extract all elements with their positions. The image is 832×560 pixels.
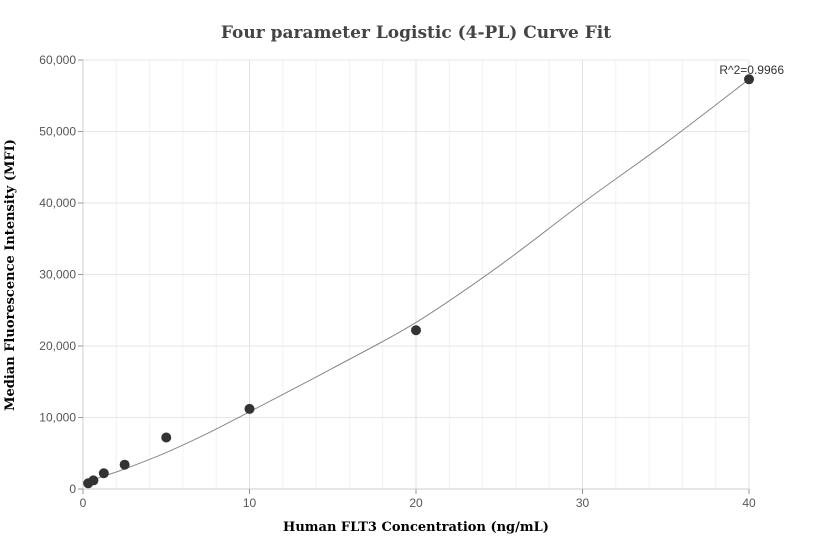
grid (82, 59, 750, 490)
x-axis-label: Human FLT3 Concentration (ng/mL) (283, 520, 549, 535)
x-tick-label: 30 (576, 496, 590, 510)
chart-title: Four parameter Logistic (4-PL) Curve Fit (221, 23, 611, 43)
y-tick-label: 60,000 (39, 53, 76, 67)
y-tick-label: 10,000 (39, 411, 76, 425)
y-tick-label: 40,000 (39, 196, 76, 210)
data-point (411, 325, 421, 336)
y-tick-label: 20,000 (39, 339, 76, 353)
data-point (744, 74, 754, 85)
x-tick-label: 0 (80, 496, 87, 510)
data-point (88, 475, 99, 486)
x-tick-label: 20 (409, 496, 423, 510)
data-point (119, 459, 130, 470)
x-tick-label: 10 (243, 496, 257, 510)
y-tick-label: 50,000 (39, 125, 76, 139)
data-point (98, 468, 109, 479)
y-tick-label: 0 (69, 482, 76, 496)
data-point (161, 432, 172, 443)
data-points (83, 74, 754, 489)
axes: 0 10,000 20,000 30,000 40,000 50,000 60,000 0 10… (39, 53, 756, 510)
data-point (244, 403, 255, 414)
y-tick-label: 30,000 (39, 268, 76, 282)
y-axis-label: Median Fluorescence Intensity (MFI) (3, 139, 18, 411)
r-squared-annotation: R^2=0.9966 (719, 63, 784, 77)
x-tick-label: 40 (742, 496, 756, 510)
